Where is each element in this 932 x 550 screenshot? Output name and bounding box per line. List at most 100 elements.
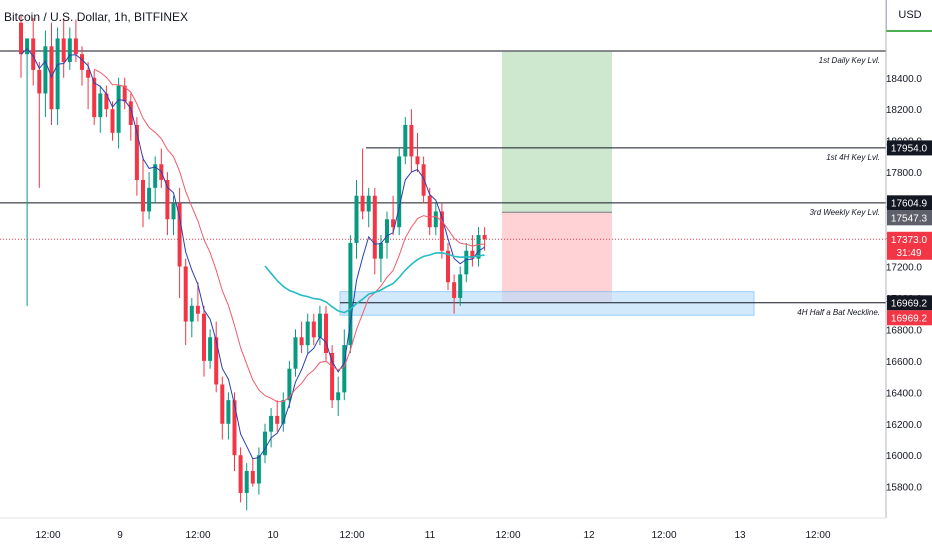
candle-body [293, 337, 298, 369]
candle-body [281, 400, 286, 424]
candle-body [378, 242, 383, 259]
time-tick-label: 11 [425, 530, 436, 541]
candle-body [25, 38, 30, 55]
candle-body [55, 38, 60, 110]
ema-mid-line [93, 68, 485, 403]
candle-body [110, 109, 115, 133]
candle-body [470, 250, 475, 259]
candle-body [67, 38, 72, 63]
stop-zone [502, 212, 612, 302]
candle-body [305, 321, 310, 346]
candle-body [214, 337, 219, 385]
price-tick-label: 16600.0 [886, 357, 923, 368]
time-tick-label: 12:00 [495, 530, 520, 541]
time-tick-label: 13 [734, 530, 746, 541]
key-level-label: 3rd Weekly Key Lvl. [809, 208, 880, 217]
time-tick-label: 12 [583, 530, 595, 541]
candle-body [452, 282, 457, 298]
candle-body [189, 305, 194, 322]
candle-body [80, 54, 84, 70]
candle-body [73, 38, 78, 55]
candle-body [409, 124, 414, 157]
candle-body [147, 187, 152, 212]
candle-body [104, 93, 109, 110]
candle-body [61, 38, 66, 63]
candle-body [43, 46, 48, 94]
price-axis-bg [886, 0, 932, 550]
candle-body [403, 124, 408, 157]
candle-body [134, 124, 139, 180]
candle-body [31, 38, 36, 70]
candle-body [37, 69, 42, 94]
candle-body [238, 455, 243, 493]
price-tick-label: 16400.0 [886, 388, 923, 399]
price-tick-label: 16800.0 [886, 325, 923, 336]
candle-body [263, 431, 267, 456]
candle-body [202, 313, 206, 361]
price-label-box [887, 210, 932, 226]
candle-body [122, 85, 127, 102]
candle-body [98, 93, 103, 118]
candle-body [220, 384, 225, 424]
candle-body [226, 400, 231, 424]
time-tick-label: 9 [117, 530, 123, 541]
candle-body [177, 203, 182, 267]
candle-body [366, 195, 371, 212]
key-level-label: 4H Half a Bat Neckline. [797, 308, 880, 317]
candle-body [464, 250, 469, 275]
candle-body [19, 22, 23, 55]
price-tick-label: 18200.0 [886, 105, 923, 116]
candle-body [397, 156, 402, 228]
time-axis-bg [0, 518, 932, 550]
price-label-box [887, 140, 932, 156]
price-tick-label: 17200.0 [886, 263, 923, 274]
price-label-box [887, 295, 932, 311]
candle-body [342, 345, 347, 393]
time-tick-label: 12:00 [185, 530, 210, 541]
time-tick-label: 12:00 [35, 530, 60, 541]
price-label-value: 17547.3 [891, 214, 928, 225]
candle-body [183, 266, 188, 322]
candle-body [421, 164, 426, 196]
time-tick-label: 12:00 [651, 530, 676, 541]
candle-body [385, 219, 389, 243]
price-label-box [887, 310, 932, 326]
candle-body [92, 77, 97, 118]
candle-body [141, 179, 145, 212]
candle-body [458, 274, 463, 298]
candle-body [354, 195, 359, 243]
candle-body [208, 337, 213, 361]
candle-body [244, 470, 249, 493]
price-label-box [887, 195, 932, 211]
candle-body [165, 179, 170, 220]
candle-body [372, 195, 377, 259]
time-tick-label: 12:00 [339, 530, 364, 541]
candle-body [269, 415, 274, 432]
candle-body [476, 235, 481, 259]
chart-title: Bitcoin / U.S. Dollar, 1h, BITFINEX [4, 10, 189, 24]
currency-selector[interactable]: USD [886, 0, 932, 32]
candle-body [336, 392, 341, 401]
price-label-countdown: 31:49 [896, 248, 921, 259]
ema-fast-line [20, 48, 485, 460]
candle-body [275, 415, 280, 424]
candle-body [250, 470, 255, 484]
candle-body [311, 321, 316, 338]
candle-body [116, 85, 121, 133]
ema-slow-line [264, 251, 485, 314]
candle-body [446, 250, 450, 283]
time-tick-label: 12:00 [805, 530, 830, 541]
candle-body [153, 164, 158, 188]
candle-body [317, 313, 322, 338]
candle-body [232, 400, 237, 456]
candle-body [439, 211, 444, 251]
price-label-value: 17373.0 [891, 235, 928, 246]
price-label-value: 16969.2 [891, 314, 928, 325]
candle-body [256, 455, 261, 484]
candle-body [86, 69, 91, 78]
candle-body [330, 353, 335, 401]
price-tick-label: 16200.0 [886, 420, 923, 431]
candle-body [391, 219, 396, 228]
